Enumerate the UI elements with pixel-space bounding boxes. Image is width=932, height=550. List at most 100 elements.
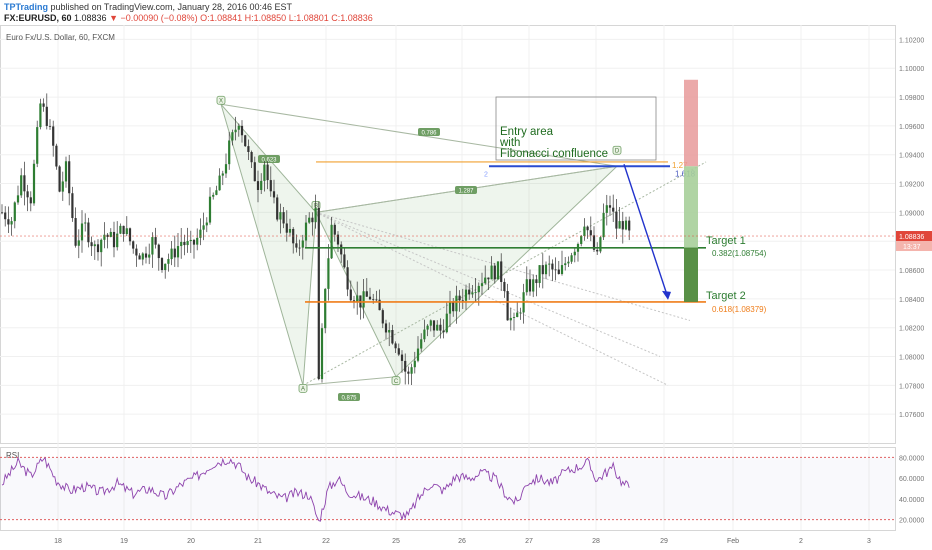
last-price: 1.08836 (74, 13, 107, 23)
candle-body (391, 330, 394, 344)
candle-body (621, 221, 624, 230)
candle-body (151, 237, 154, 255)
candle-body (122, 225, 125, 235)
candle-body (237, 125, 240, 130)
candle-body (298, 247, 301, 249)
target1-fib-label: 0.382(1.08754) (712, 249, 767, 258)
candle-body (228, 140, 231, 165)
candle-body (320, 328, 324, 380)
candle-body (189, 239, 192, 242)
candle-body (557, 269, 560, 275)
pattern-point-label: C (394, 379, 399, 385)
candle-body (445, 313, 448, 333)
candle-body (135, 248, 138, 256)
candle-body (282, 212, 285, 224)
candle-body (503, 281, 506, 292)
candle-body (413, 360, 416, 368)
candle-body (602, 212, 605, 238)
x-tick-label: 29 (660, 538, 668, 545)
candle-body (506, 291, 509, 321)
candle-body (253, 162, 256, 182)
candle-body (244, 135, 247, 147)
candle-body (173, 248, 176, 258)
candle-body (404, 360, 407, 372)
quote-line: FX:EURUSD, 60 1.08836 ▼ −0.00090 (−0.08%… (4, 13, 373, 23)
candle-body (624, 220, 628, 230)
x-tick-label: 3 (867, 538, 871, 545)
author-link[interactable]: TPTrading (4, 2, 49, 12)
candle-body (381, 310, 384, 324)
y-tick-label: 1.08600 (899, 268, 924, 275)
candle-body (583, 226, 586, 236)
candle-body (461, 300, 464, 302)
x-tick-label: 22 (322, 538, 330, 545)
y-tick-label: 1.09800 (899, 95, 924, 102)
candle-body (471, 292, 474, 295)
candle-body (573, 251, 576, 256)
ratio-badge (258, 155, 280, 163)
symbol-label[interactable]: FX:EURUSD, 60 (4, 13, 72, 23)
candle-body (464, 289, 468, 301)
pattern-point-badge (216, 95, 226, 105)
x-tick-label: 2 (799, 538, 803, 545)
candle-body (308, 217, 311, 223)
candle-body (160, 258, 164, 271)
candle-body (496, 261, 500, 280)
candle-body (288, 228, 292, 233)
low-value: L:1.08801 (288, 13, 329, 23)
candle-body (199, 229, 202, 238)
candle-body (356, 295, 359, 303)
candle-body (375, 299, 378, 301)
candle-body (256, 181, 260, 190)
candle-body (420, 339, 423, 349)
candle-body (52, 126, 55, 146)
candle-body (26, 191, 29, 198)
close-value: C:1.08836 (331, 13, 373, 23)
candle-body (80, 223, 84, 241)
candle-body (68, 161, 71, 194)
candle-body (215, 190, 218, 195)
x-tick-label: 20 (187, 538, 195, 545)
candle-body (119, 225, 122, 234)
candle-body (432, 320, 436, 331)
candle-body (474, 292, 477, 293)
pattern-point-label: X (219, 99, 223, 105)
candle-body (365, 291, 368, 297)
candle-body (388, 330, 391, 333)
candle-body (231, 132, 234, 141)
candle-body (416, 348, 420, 361)
stop-loss-zone (684, 79, 698, 167)
entry-area-box (495, 96, 657, 161)
candle-body (538, 265, 541, 284)
candle-body (448, 302, 452, 314)
candle-body (132, 241, 135, 249)
candle-body (317, 207, 320, 380)
candle-body (468, 289, 471, 295)
candle-body (314, 207, 317, 223)
candle-body (346, 267, 349, 290)
candle-body (100, 239, 103, 253)
candle-body (269, 180, 272, 192)
candle-body (4, 212, 7, 220)
candle-body (439, 324, 442, 331)
candle-body (125, 228, 128, 235)
main-pane (0, 25, 896, 444)
candle-body (285, 223, 288, 233)
candle-body (109, 231, 112, 237)
candle-body (93, 244, 96, 247)
candle-body (608, 205, 612, 208)
pattern-point-badge (298, 383, 308, 393)
candle-body (167, 259, 170, 264)
rsi-band (0, 457, 895, 520)
pattern-point-badge (612, 145, 622, 155)
ratio-badge (338, 393, 360, 401)
candle-body (45, 106, 48, 126)
ratio-label: 0.786 (421, 131, 437, 137)
projection-arrow (623, 164, 669, 299)
y-tick-label: 1.09200 (899, 182, 924, 189)
candle-body (548, 263, 551, 265)
candle-body (512, 317, 516, 318)
ratio-label: 0.875 (341, 396, 357, 402)
entry-area-label: Entry area (500, 126, 554, 138)
